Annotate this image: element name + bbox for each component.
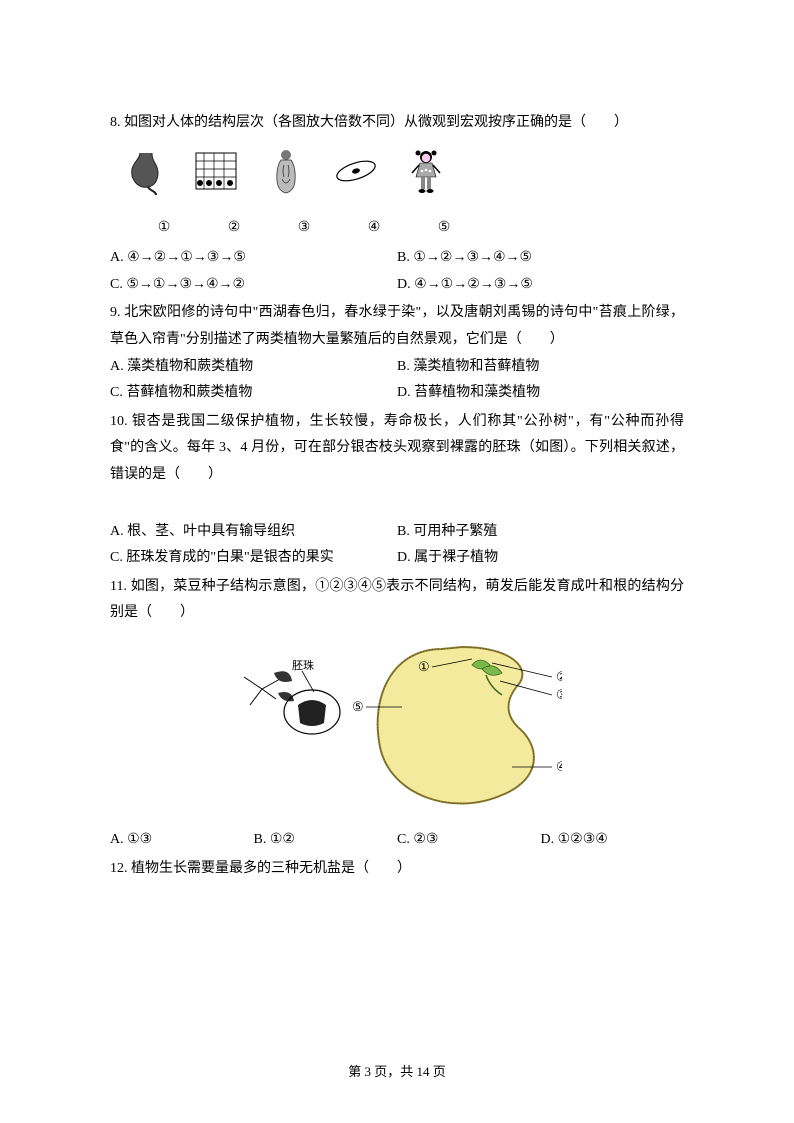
- bean-seed: ② ③ ④ ① ⑤: [352, 647, 562, 804]
- cell-icon: [332, 147, 380, 195]
- q8-options: A. ④→②→①→③→⑤ B. ①→②→③→④→⑤ C. ⑤→①→③→④→② D…: [110, 245, 684, 298]
- q9-optA: A. 藻类植物和蕨类植物: [110, 354, 397, 381]
- q9-optD: D. 苔藓植物和藻类植物: [397, 380, 684, 407]
- q10-gap: [110, 489, 684, 519]
- tissue-icon: [192, 147, 240, 195]
- q8-label-4: ④: [348, 215, 400, 242]
- question-10: 10. 银杏是我国二级保护植物，生长较慢，寿命极长，人们称其"公孙树"，有"公种…: [110, 409, 684, 572]
- bean-label-2: ②: [556, 669, 562, 684]
- q10-options: A. 根、茎、叶中具有输导组织 B. 可用种子繁殖 C. 胚珠发育成的"白果"是…: [110, 519, 684, 572]
- q9-text: 9. 北宋欧阳修的诗句中"西湖春色归，春水绿于染"，以及唐朝刘禹锡的诗句中"苔痕…: [110, 300, 684, 353]
- q11-body: 如图，菜豆种子结构示意图，①②③④⑤表示不同结构，萌发后能发育成叶和根的结构分别…: [110, 579, 684, 621]
- q8-label-2: ②: [208, 215, 260, 242]
- ginkgo-label-text: 胚珠: [292, 658, 314, 672]
- q9-optC: C. 苔藓植物和蕨类植物: [110, 380, 397, 407]
- girl-icon: [402, 147, 450, 195]
- q8-label-5: ⑤: [418, 215, 470, 242]
- q11-figure: 胚珠 ② ③ ④ ①: [110, 637, 684, 817]
- q9-body: 北宋欧阳修的诗句中"西湖春色归，春水绿于染"，以及唐朝刘禹锡的诗句中"苔痕上阶绿…: [110, 305, 684, 347]
- bean-label-4: ④: [556, 759, 562, 774]
- q8-body: 如图对人体的结构层次（各图放大倍数不同）从微观到宏观按序正确的是（ ）: [124, 115, 628, 130]
- q11-optC: C. ②③: [397, 827, 541, 854]
- q9-options: A. 藻类植物和蕨类植物 B. 藻类植物和苔藓植物 C. 苔藓植物和蕨类植物 D…: [110, 354, 684, 407]
- q11-optD: D. ①②③④: [541, 827, 685, 854]
- q12-body: 植物生长需要量最多的三种无机盐是（ ）: [131, 861, 411, 876]
- bean-label-1: ①: [418, 659, 430, 674]
- q10-optD: D. 属于裸子植物: [397, 545, 684, 572]
- q8-labels: ① ② ③ ④ ⑤: [138, 215, 684, 242]
- q10-optB: B. 可用种子繁殖: [397, 519, 684, 546]
- q8-fig-system: [260, 147, 312, 209]
- q8-fig-person: [400, 147, 452, 209]
- q10-optC: C. 胚珠发育成的"白果"是银杏的果实: [110, 545, 397, 572]
- bean-label-5: ⑤: [352, 699, 364, 714]
- q8-figure-row: [120, 147, 684, 209]
- question-12: 12. 植物生长需要量最多的三种无机盐是（ ）: [110, 856, 684, 883]
- page-footer: 第 3 页，共 14 页: [110, 1060, 684, 1085]
- q10-num: 10.: [110, 414, 128, 429]
- q10-body: 银杏是我国二级保护植物，生长较慢，寿命极长，人们称其"公孙树"，有"公种而孙得食…: [110, 414, 684, 482]
- bean-seed-diagram: 胚珠 ② ③ ④ ①: [232, 637, 562, 817]
- q8-optA: A. ④→②→①→③→⑤: [110, 245, 397, 272]
- q8-text: 8. 如图对人体的结构层次（各图放大倍数不同）从微观到宏观按序正确的是（ ）: [110, 110, 684, 137]
- question-9: 9. 北宋欧阳修的诗句中"西湖春色归，春水绿于染"，以及唐朝刘禹锡的诗句中"苔痕…: [110, 300, 684, 406]
- q12-text: 12. 植物生长需要量最多的三种无机盐是（ ）: [110, 856, 684, 883]
- q11-text: 11. 如图，菜豆种子结构示意图，①②③④⑤表示不同结构，萌发后能发育成叶和根的…: [110, 574, 684, 627]
- question-8: 8. 如图对人体的结构层次（各图放大倍数不同）从微观到宏观按序正确的是（ ）: [110, 110, 684, 298]
- q8-optD: D. ④→①→②→③→⑤: [397, 272, 684, 299]
- q11-num: 11.: [110, 579, 127, 594]
- question-11: 11. 如图，菜豆种子结构示意图，①②③④⑤表示不同结构，萌发后能发育成叶和根的…: [110, 574, 684, 854]
- q8-label-1: ①: [138, 215, 190, 242]
- q11-options: A. ①③ B. ①② C. ②③ D. ①②③④: [110, 827, 684, 854]
- ginkgo-sketch: 胚珠: [244, 658, 340, 734]
- q11-optA: A. ①③: [110, 827, 254, 854]
- stomach-icon: [122, 147, 170, 195]
- q10-optA: A. 根、茎、叶中具有输导组织: [110, 519, 397, 546]
- q8-optC: C. ⑤→①→③→④→②: [110, 272, 397, 299]
- q8-label-3: ③: [278, 215, 330, 242]
- q11-optB: B. ①②: [254, 827, 398, 854]
- bean-label-3: ③: [556, 687, 562, 702]
- q8-optB: B. ①→②→③→④→⑤: [397, 245, 684, 272]
- q8-fig-stomach: [120, 147, 172, 209]
- q8-num: 8.: [110, 115, 121, 130]
- q9-num: 9.: [110, 305, 121, 320]
- q12-num: 12.: [110, 861, 128, 876]
- q8-fig-cell: [330, 147, 382, 209]
- q10-text: 10. 银杏是我国二级保护植物，生长较慢，寿命极长，人们称其"公孙树"，有"公种…: [110, 409, 684, 489]
- body-system-icon: [262, 147, 310, 195]
- q8-fig-tissue: [190, 147, 242, 209]
- q9-optB: B. 藻类植物和苔藓植物: [397, 354, 684, 381]
